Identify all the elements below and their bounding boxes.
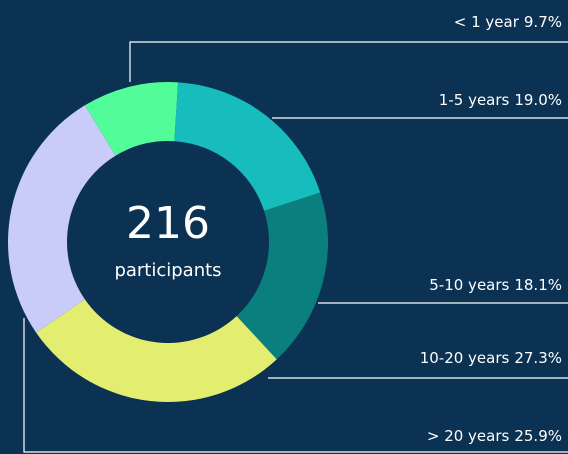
leader-line — [23, 318, 568, 453]
category-name: > 20 years — [427, 427, 510, 445]
value-label: 18.1% — [514, 276, 562, 294]
donut — [7, 81, 328, 403]
segment-label: < 1 year 9.7% — [454, 13, 562, 31]
value-label: 27.3% — [514, 349, 562, 367]
donut-segment — [174, 82, 321, 211]
value-label: 19.0% — [514, 91, 562, 109]
segment-label: 10-20 years 27.3% — [420, 349, 562, 367]
center-value: 216 — [126, 198, 210, 249]
segment-label: > 20 years 25.9% — [427, 427, 562, 445]
center-label: participants — [114, 260, 221, 281]
category-name: 1-5 years — [439, 91, 510, 109]
donut-segment — [236, 192, 328, 360]
donut-segment — [7, 105, 116, 333]
category-name: 5-10 years — [429, 276, 509, 294]
value-label: 9.7% — [524, 13, 562, 31]
value-label: 25.9% — [514, 427, 562, 445]
category-name: 10-20 years — [420, 349, 510, 367]
leader-line — [129, 41, 568, 82]
segment-label: 5-10 years 18.1% — [429, 276, 562, 294]
donut-segment — [84, 81, 179, 156]
category-name: < 1 year — [454, 13, 520, 31]
segment-label: 1-5 years 19.0% — [439, 91, 562, 109]
donut-segment — [36, 299, 277, 403]
